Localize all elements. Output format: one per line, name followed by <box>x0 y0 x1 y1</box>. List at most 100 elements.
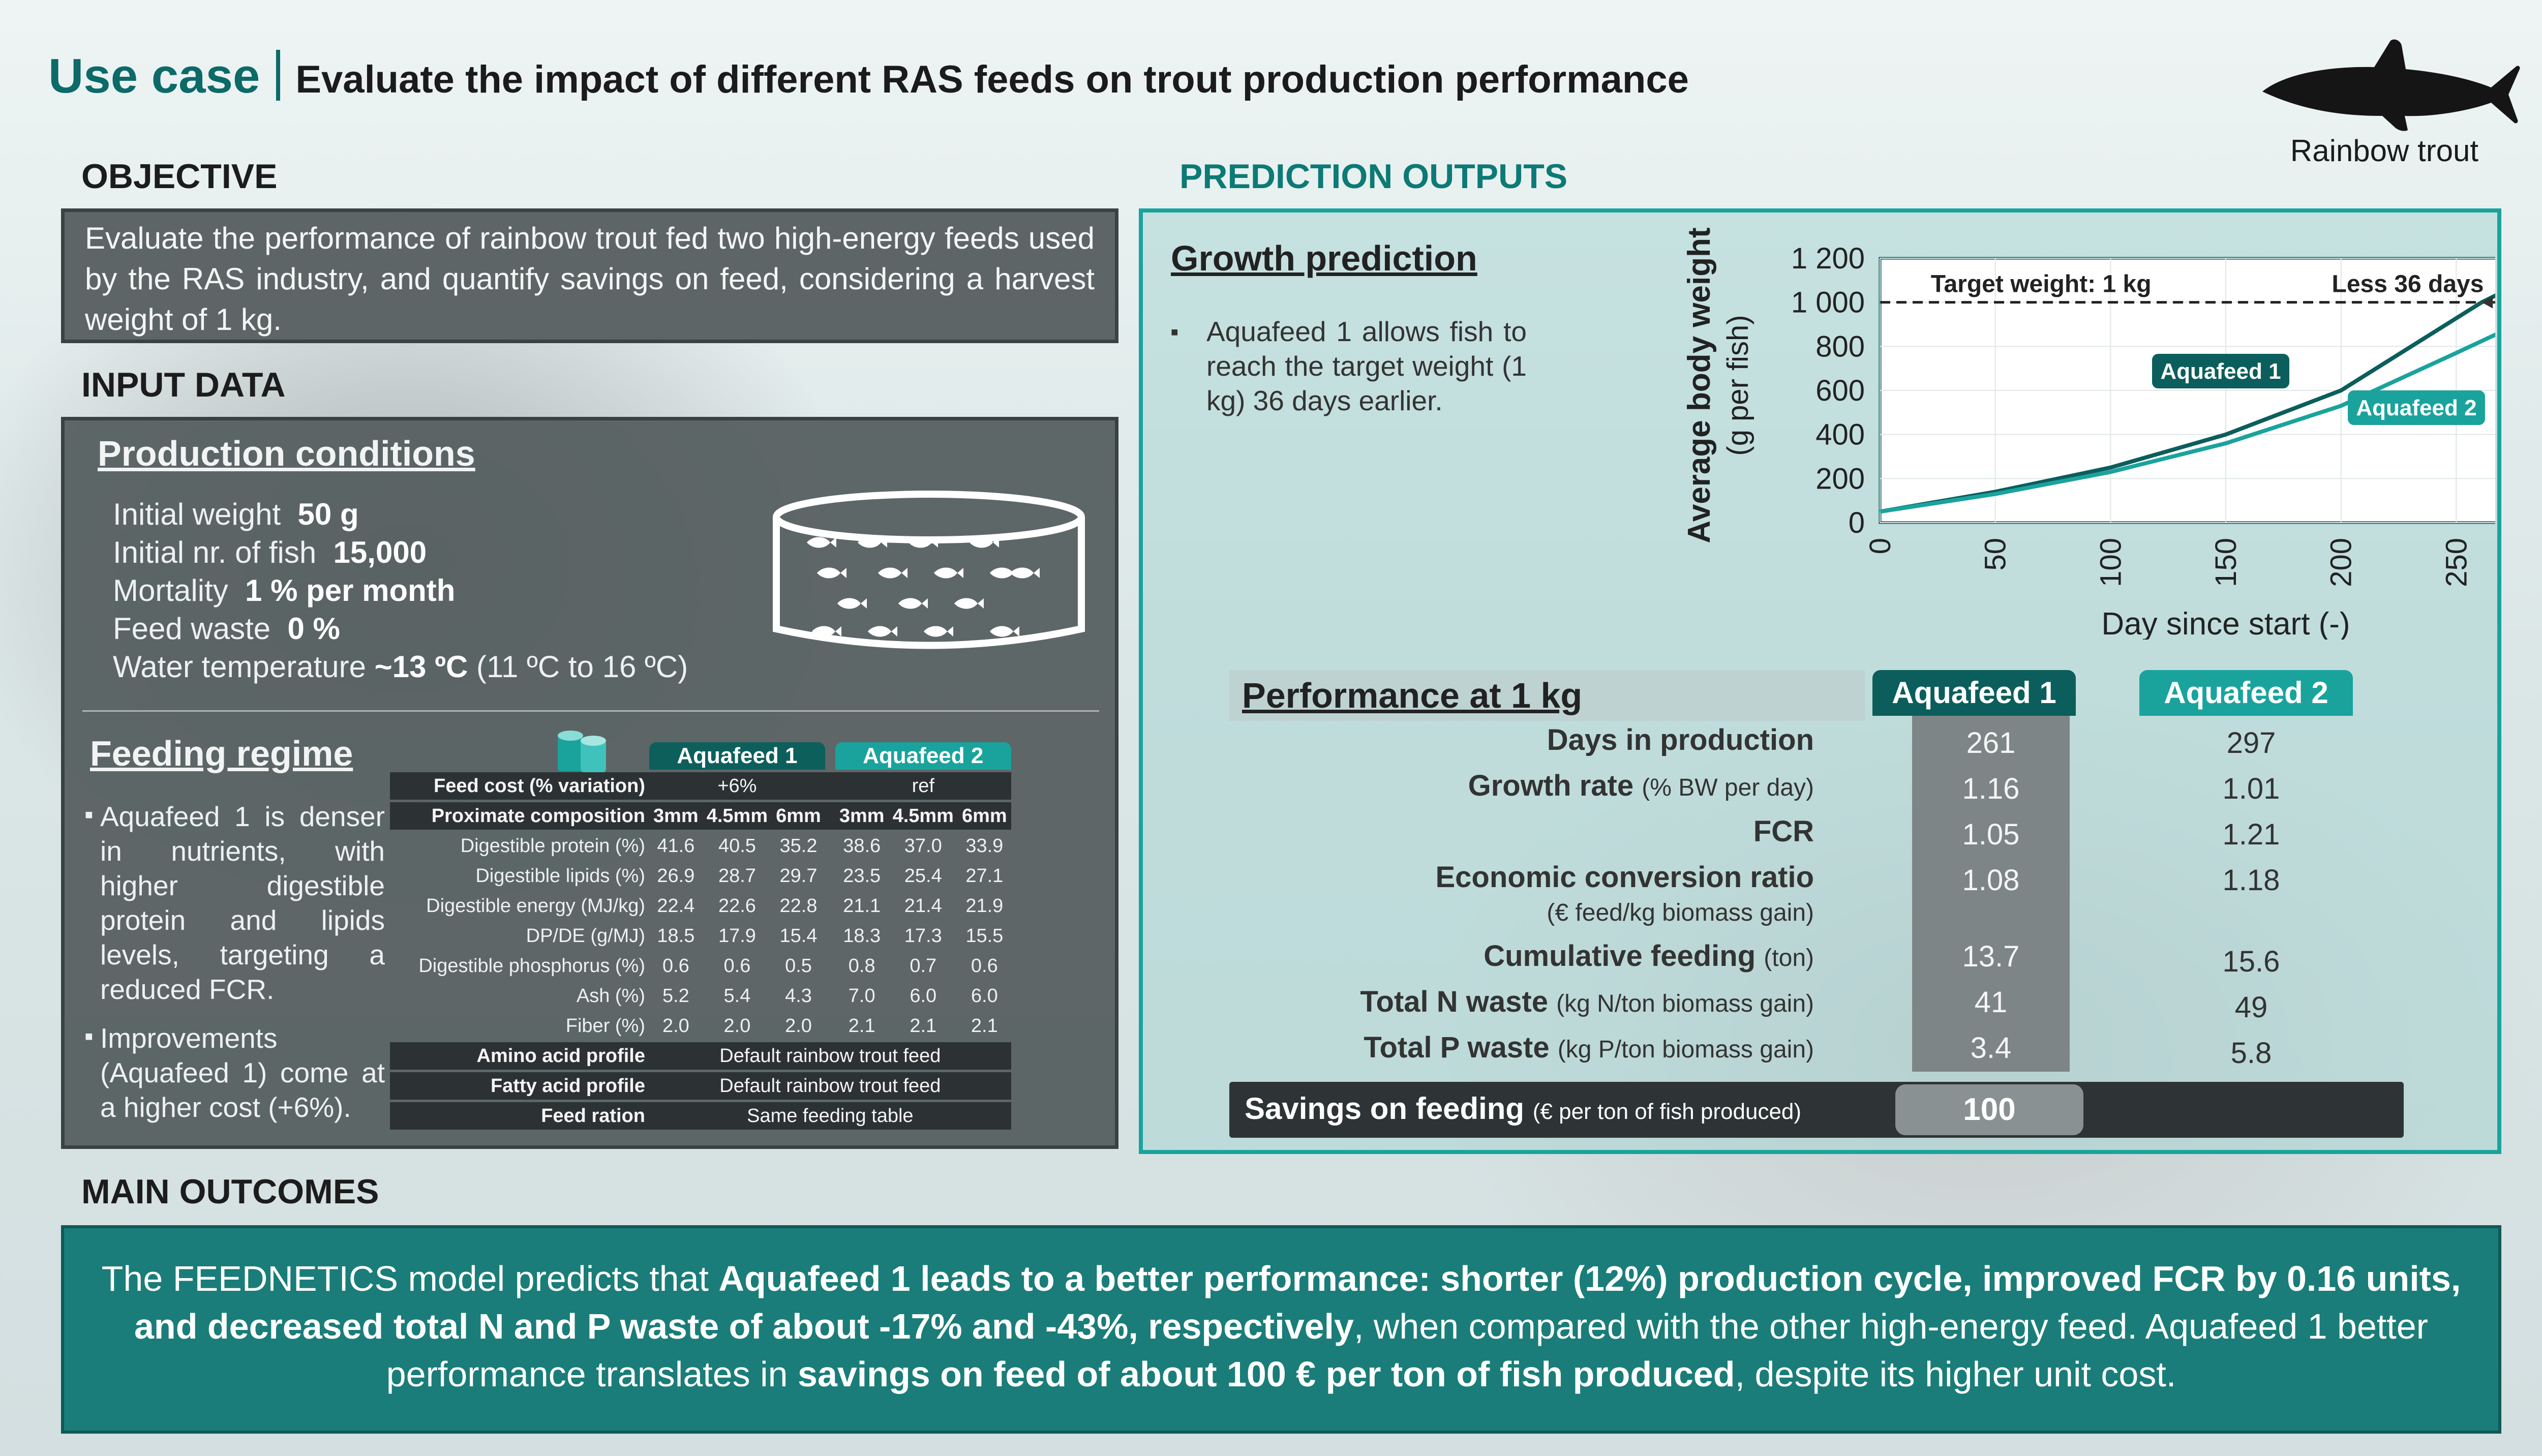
performance-header-aquafeed-1: Aquafeed 1 <box>1872 670 2076 716</box>
perf-value-1: 261 <box>1966 726 2016 760</box>
savings-value: 100 <box>1895 1084 2083 1135</box>
perf-row-n-waste: Total N waste (kg N/ton biomass gain) <box>1360 985 1814 1018</box>
perf-value-2: 1.21 <box>2222 818 2280 851</box>
y-tick-label: 0 <box>1849 506 1865 539</box>
fish-label: Rainbow trout <box>2290 134 2479 168</box>
series-line-aquafeed-1 <box>1880 293 2495 514</box>
perf-value-2: 1.18 <box>2222 864 2280 897</box>
use-case-label: Use case <box>48 49 260 103</box>
x-tick-label: 50 <box>1979 538 2012 571</box>
condition-initial-fish: Initial nr. of fish 15,000 <box>113 535 427 569</box>
row-label: Feed cost (% variation) <box>390 772 649 800</box>
arrow-head <box>2482 296 2493 309</box>
perf-row-ecr: Economic conversion ratio (€ feed/kg biom… <box>1435 861 1814 926</box>
perf-value-1: 41 <box>1974 986 2008 1019</box>
less-days-annotation: Less 36 days <box>2332 271 2484 298</box>
condition-feed-waste: Feed waste 0 % <box>113 612 340 646</box>
perf-row-days: Days in production <box>1547 723 1814 756</box>
objective-heading: OBJECTIVE <box>81 157 278 196</box>
x-tick-label: 100 <box>2094 538 2127 587</box>
table-row: Feed ration Same feeding table <box>390 1102 1011 1130</box>
input-data-panel: Production conditions Initial weight 50 … <box>61 417 1118 1149</box>
x-tick-label: 250 <box>2440 538 2473 587</box>
x-axis-ticks: 050100150200250300 <box>1864 538 2473 587</box>
header-title: Use case Evaluate the impact of different… <box>48 48 1689 104</box>
table-row: Digestible lipids (%) 26.9 28.7 29.7 23.5 25.… <box>475 865 1004 887</box>
input-heading: INPUT DATA <box>81 366 286 404</box>
performance-header-aquafeed-2: Aquafeed 2 <box>2139 670 2353 716</box>
target-label: Target weight: 1 kg <box>1931 271 2152 298</box>
table-row: Digestible energy (MJ/kg) 22.4 22.6 22.8 21.… <box>426 895 1004 917</box>
prediction-heading: PREDICTION OUTPUTS <box>1179 157 1568 196</box>
feeding-bullets: Aquafeed 1 is denser in nutrients, with … <box>85 797 385 1139</box>
perf-value-2: 49 <box>2234 991 2268 1024</box>
feed-bags-icon <box>558 731 606 772</box>
perf-value-2: 297 <box>2226 726 2276 760</box>
series-label-aquafeed-2: Aquafeed 2 <box>2348 390 2485 425</box>
svg-text:Aquafeed 2: Aquafeed 2 <box>2356 396 2476 420</box>
y-tick-label: 1 000 <box>1791 286 1865 319</box>
perf-value-1: 1.08 <box>1962 864 2020 897</box>
y-tick-label: 600 <box>1815 374 1865 407</box>
section-divider <box>82 710 1099 712</box>
perf-value-2: 15.6 <box>2222 945 2280 978</box>
trout-icon <box>2262 39 2520 131</box>
table-header-aquafeed-1: Aquafeed 1 <box>649 742 825 770</box>
table-row: Digestible phosphorus (%) 0.6 0.6 0.5 0.8 0.7… <box>418 955 998 977</box>
condition-initial-weight: Initial weight 50 g <box>113 497 359 531</box>
table-row: Feed cost (% variation) +6% ref <box>390 772 1011 800</box>
table-row: Fiber (%) 2.0 2.0 2.0 2.1 2.1 2.1 <box>565 1015 998 1037</box>
y-axis-label: Average body weight <box>1682 227 1717 543</box>
page-title: Evaluate the impact of different RAS fee… <box>295 58 1689 101</box>
y-tick-label: 200 <box>1815 462 1865 495</box>
series-label-aquafeed-1: Aquafeed 1 <box>2152 354 2289 388</box>
feeding-bullet: Aquafeed 1 is denser in nutrients, with … <box>85 797 385 1007</box>
fish-tank-icon <box>773 491 1085 649</box>
x-tick-label: 200 <box>2325 538 2358 587</box>
objective-text: Evaluate the performance of rainbow trou… <box>61 208 1118 343</box>
title-divider <box>276 50 281 101</box>
condition-water-temperature: Water temperature ~13 ºC (11 ºC to 16 ºC… <box>113 650 688 684</box>
table-row: Digestible protein (%) 41.6 40.5 35.2 38.6 37… <box>460 835 1004 857</box>
aquafeed-1-column <box>1912 716 2070 1072</box>
feeding-bullet: Improvements (Aquafeed 1) come at a high… <box>85 1019 385 1125</box>
table-row: Amino acid profile Default rainbow trout … <box>390 1042 1011 1070</box>
y-axis-unit: (g per fish) <box>1721 315 1754 456</box>
svg-text:Aquafeed 1: Aquafeed 1 <box>2160 359 2281 384</box>
growth-prediction-title: Growth prediction <box>1171 238 1477 278</box>
savings-label: Savings on feeding (€ per ton of fish pr… <box>1245 1091 1802 1126</box>
table-row: Proximate composition 3mm 4.5mm 6mm 3mm … <box>390 802 1011 830</box>
perf-value-1: 1.16 <box>1962 772 2020 805</box>
performance-title: Performance at 1 kg <box>1229 670 1865 721</box>
x-tick-label: 0 <box>1864 538 1897 554</box>
table-header-row: Aquafeed 1 Aquafeed 2 <box>390 742 1011 770</box>
x-axis-label: Day since start (-) <box>2101 606 2350 640</box>
perf-row-growth-rate: Growth rate (% BW per day) <box>1468 769 1814 802</box>
y-axis-ticks: 0 200 400 600 800 1 000 1 200 <box>1791 242 1865 539</box>
feeding-regime-title: Feeding regime <box>90 734 353 773</box>
x-tick-label: 150 <box>2210 538 2243 587</box>
growth-bullet: Aquafeed 1 allows fish to reach the targ… <box>1171 314 1527 418</box>
table-header-aquafeed-2: Aquafeed 2 <box>835 742 1011 770</box>
y-tick-label: 1 200 <box>1791 242 1865 275</box>
main-outcomes-heading: MAIN OUTCOMES <box>81 1172 379 1211</box>
table-row: Ash (%) 5.2 5.4 4.3 7.0 6.0 6.0 <box>576 985 998 1007</box>
y-tick-label: 800 <box>1815 330 1865 363</box>
row-label: Proximate composition <box>390 802 649 830</box>
table-row: Fatty acid profile Default rainbow trout … <box>390 1072 1011 1100</box>
main-outcomes-text: The FEEDNETICS model predicts that Aquaf… <box>61 1225 2501 1434</box>
perf-value-1: 3.4 <box>1970 1032 2012 1065</box>
series-line-aquafeed-2 <box>1880 332 2495 514</box>
savings-bar: Savings on feeding (€ per ton of fish pr… <box>1229 1082 2404 1138</box>
production-conditions-title: Production conditions <box>98 434 475 473</box>
table-row: DP/DE (g/MJ) 18.5 17.9 15.4 18.3 17.3 15.5 <box>526 925 1004 947</box>
perf-value-2: 1.01 <box>2222 772 2280 805</box>
feed-composition-table: Aquafeed 1 Aquafeed 2 Feed cost (% varia… <box>390 740 1011 1132</box>
perf-value-2: 5.8 <box>2230 1037 2272 1070</box>
perf-row-p-waste: Total P waste (kg P/ton biomass gain) <box>1364 1031 1814 1064</box>
perf-value-1: 1.05 <box>1962 818 2020 851</box>
y-tick-label: 400 <box>1815 418 1865 451</box>
prediction-panel: Growth prediction Aquafeed 1 allows fish… <box>1139 208 2501 1154</box>
condition-mortality: Mortality 1 % per month <box>113 573 456 608</box>
